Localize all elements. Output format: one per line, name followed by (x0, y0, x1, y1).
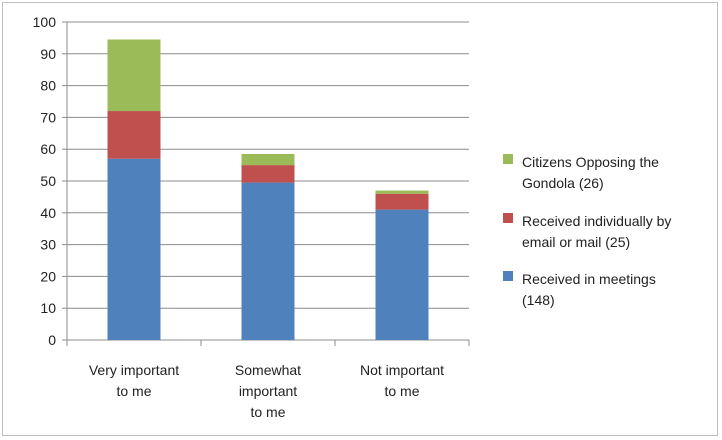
bar-segment (241, 153, 295, 166)
legend-label: Received in meetings (522, 271, 656, 287)
legend-label: email or mail (25) (522, 234, 630, 250)
category-label: important (239, 383, 297, 399)
bar-segment (107, 158, 161, 340)
category-label: to me (384, 383, 419, 399)
bar-segment (107, 39, 161, 112)
legend-label: Received individually by (522, 213, 671, 229)
y-tick-label: 0 (48, 332, 56, 348)
category-label: Very important (89, 362, 179, 378)
y-tick-label: 20 (40, 268, 56, 284)
legend-label: Citizens Opposing the (522, 154, 659, 170)
bar-segment (375, 190, 429, 194)
y-tick-label: 30 (40, 237, 56, 253)
legend-swatch (503, 213, 513, 223)
y-tick-label: 80 (40, 78, 56, 94)
legend-label: Gondola (26) (522, 175, 604, 191)
y-tick-label: 90 (40, 46, 56, 62)
y-tick-label: 100 (33, 14, 57, 30)
y-tick-label: 50 (40, 173, 56, 189)
bar-segment (375, 209, 429, 340)
legend-label: (148) (522, 292, 555, 308)
bar-segment (107, 111, 161, 159)
bar-segment (241, 182, 295, 340)
legend-swatch (503, 154, 513, 164)
legend-swatch (503, 271, 513, 281)
category-label: to me (250, 404, 285, 420)
y-tick-label: 70 (40, 109, 56, 125)
y-tick-label: 40 (40, 205, 56, 221)
bar-segment (241, 165, 295, 183)
category-label: Somewhat (235, 362, 301, 378)
y-tick-label: 60 (40, 141, 56, 157)
y-tick-label: 10 (40, 300, 56, 316)
category-label: to me (116, 383, 151, 399)
category-label: Not important (360, 362, 444, 378)
bar-segment (375, 193, 429, 210)
